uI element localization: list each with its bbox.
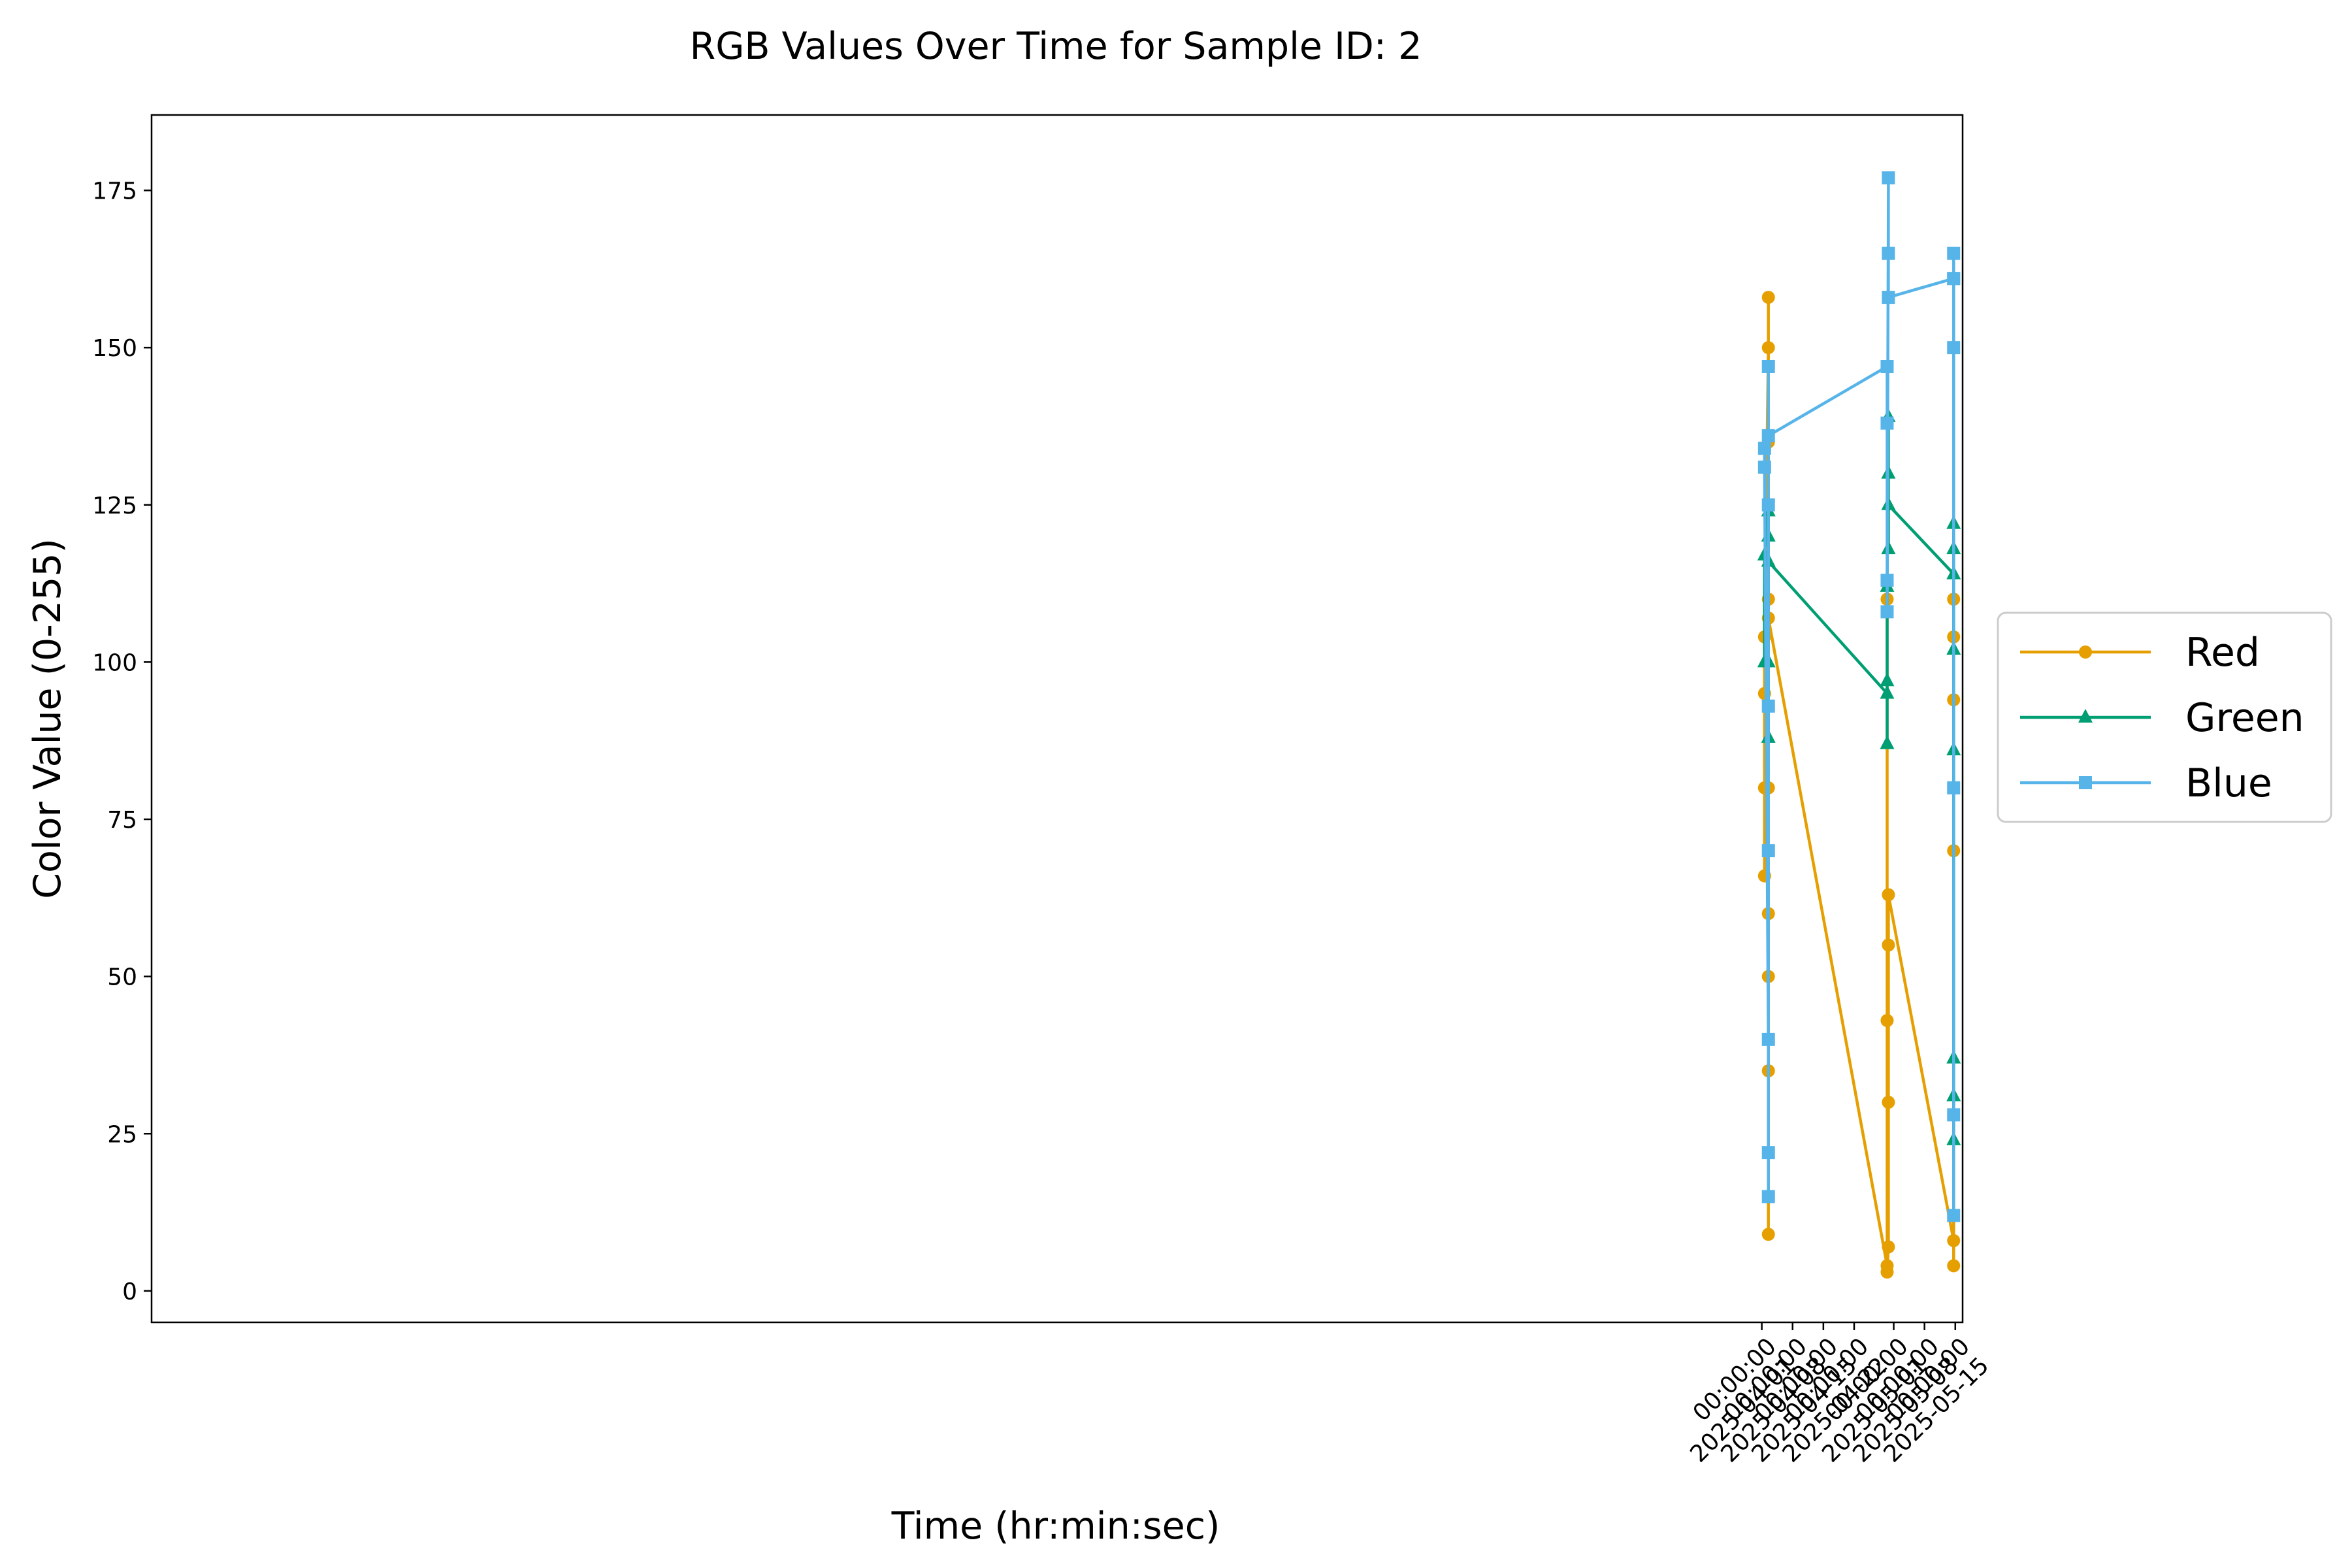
data-point-blue	[1947, 1209, 1961, 1222]
data-point-blue	[1761, 1146, 1775, 1160]
data-point-red	[1947, 1259, 1961, 1273]
data-point-blue	[1947, 272, 1961, 286]
series-blue	[1757, 171, 1961, 1222]
legend: Red Green Blue	[1997, 612, 2332, 823]
data-point-blue	[1761, 844, 1775, 858]
data-point-blue	[1882, 246, 1895, 260]
x-axis-label: Time (hr:min:sec)	[891, 1505, 1220, 1548]
legend-label-blue: Blue	[2185, 760, 2272, 806]
data-point-red	[1882, 1096, 1895, 1109]
legend-marker-red	[2079, 645, 2092, 659]
data-point-blue	[1947, 1108, 1961, 1122]
legend-marker-green	[2078, 709, 2093, 723]
data-point-blue	[1947, 246, 1961, 260]
data-point-blue	[1880, 574, 1894, 587]
plot-frame	[150, 114, 1964, 1324]
data-point-blue	[1761, 699, 1775, 713]
data-point-red	[1761, 341, 1775, 355]
data-point-red	[1882, 888, 1895, 902]
y-axis-label: Color Value (0-255)	[26, 538, 69, 899]
y-tick-label: 150	[92, 335, 137, 362]
y-tick-label: 50	[107, 964, 137, 991]
legend-item-blue: Blue	[2020, 760, 2272, 806]
data-point-red	[1947, 1233, 1961, 1247]
data-point-red	[1761, 291, 1775, 304]
plot-series-layer	[1757, 171, 1961, 1279]
legend-marker-blue	[2079, 776, 2092, 789]
y-tick-label: 100	[92, 649, 137, 676]
data-point-red	[1880, 1014, 1894, 1027]
legend-frame	[1997, 612, 2332, 823]
legend-label-red: Red	[2185, 630, 2260, 676]
y-tick-label: 75	[107, 807, 137, 834]
data-point-red	[1761, 1228, 1775, 1241]
chart-title: RGB Values Over Time for Sample ID: 2	[690, 25, 1422, 68]
data-point-blue	[1761, 498, 1775, 512]
data-point-blue	[1947, 781, 1961, 794]
legend-item-green: Green	[2020, 695, 2304, 741]
data-point-blue	[1761, 1190, 1775, 1203]
y-tick-label: 125	[92, 493, 137, 519]
series-line-blue	[1763, 176, 1955, 1217]
data-point-red	[1882, 1240, 1895, 1254]
data-point-blue	[1761, 429, 1775, 442]
y-tick-label: 25	[107, 1121, 137, 1148]
data-point-blue	[1757, 461, 1771, 474]
data-point-blue	[1882, 171, 1895, 185]
x-axis-ticks: 00:00:002025-04-0100:00:002025-04-0800:0…	[1685, 1322, 1994, 1468]
legend-item-red: Red	[2020, 630, 2260, 676]
y-axis-ticks: 0 25 50 75 100 125 150 175	[92, 178, 152, 1305]
data-point-blue	[1880, 416, 1894, 430]
data-point-blue	[1757, 442, 1771, 455]
legend-label-green: Green	[2185, 695, 2304, 741]
data-point-red	[1880, 1266, 1894, 1279]
data-point-blue	[1880, 605, 1894, 619]
data-point-green	[1880, 672, 1895, 687]
data-point-red	[1882, 938, 1895, 952]
data-point-green	[1880, 735, 1895, 749]
y-tick-label: 175	[92, 178, 137, 205]
data-point-green	[1880, 685, 1895, 699]
y-tick-label: 0	[122, 1279, 137, 1305]
data-point-blue	[1882, 291, 1895, 304]
data-point-blue	[1947, 341, 1961, 355]
data-point-blue	[1880, 360, 1894, 373]
data-point-blue	[1761, 1032, 1775, 1046]
data-point-blue	[1761, 360, 1775, 373]
